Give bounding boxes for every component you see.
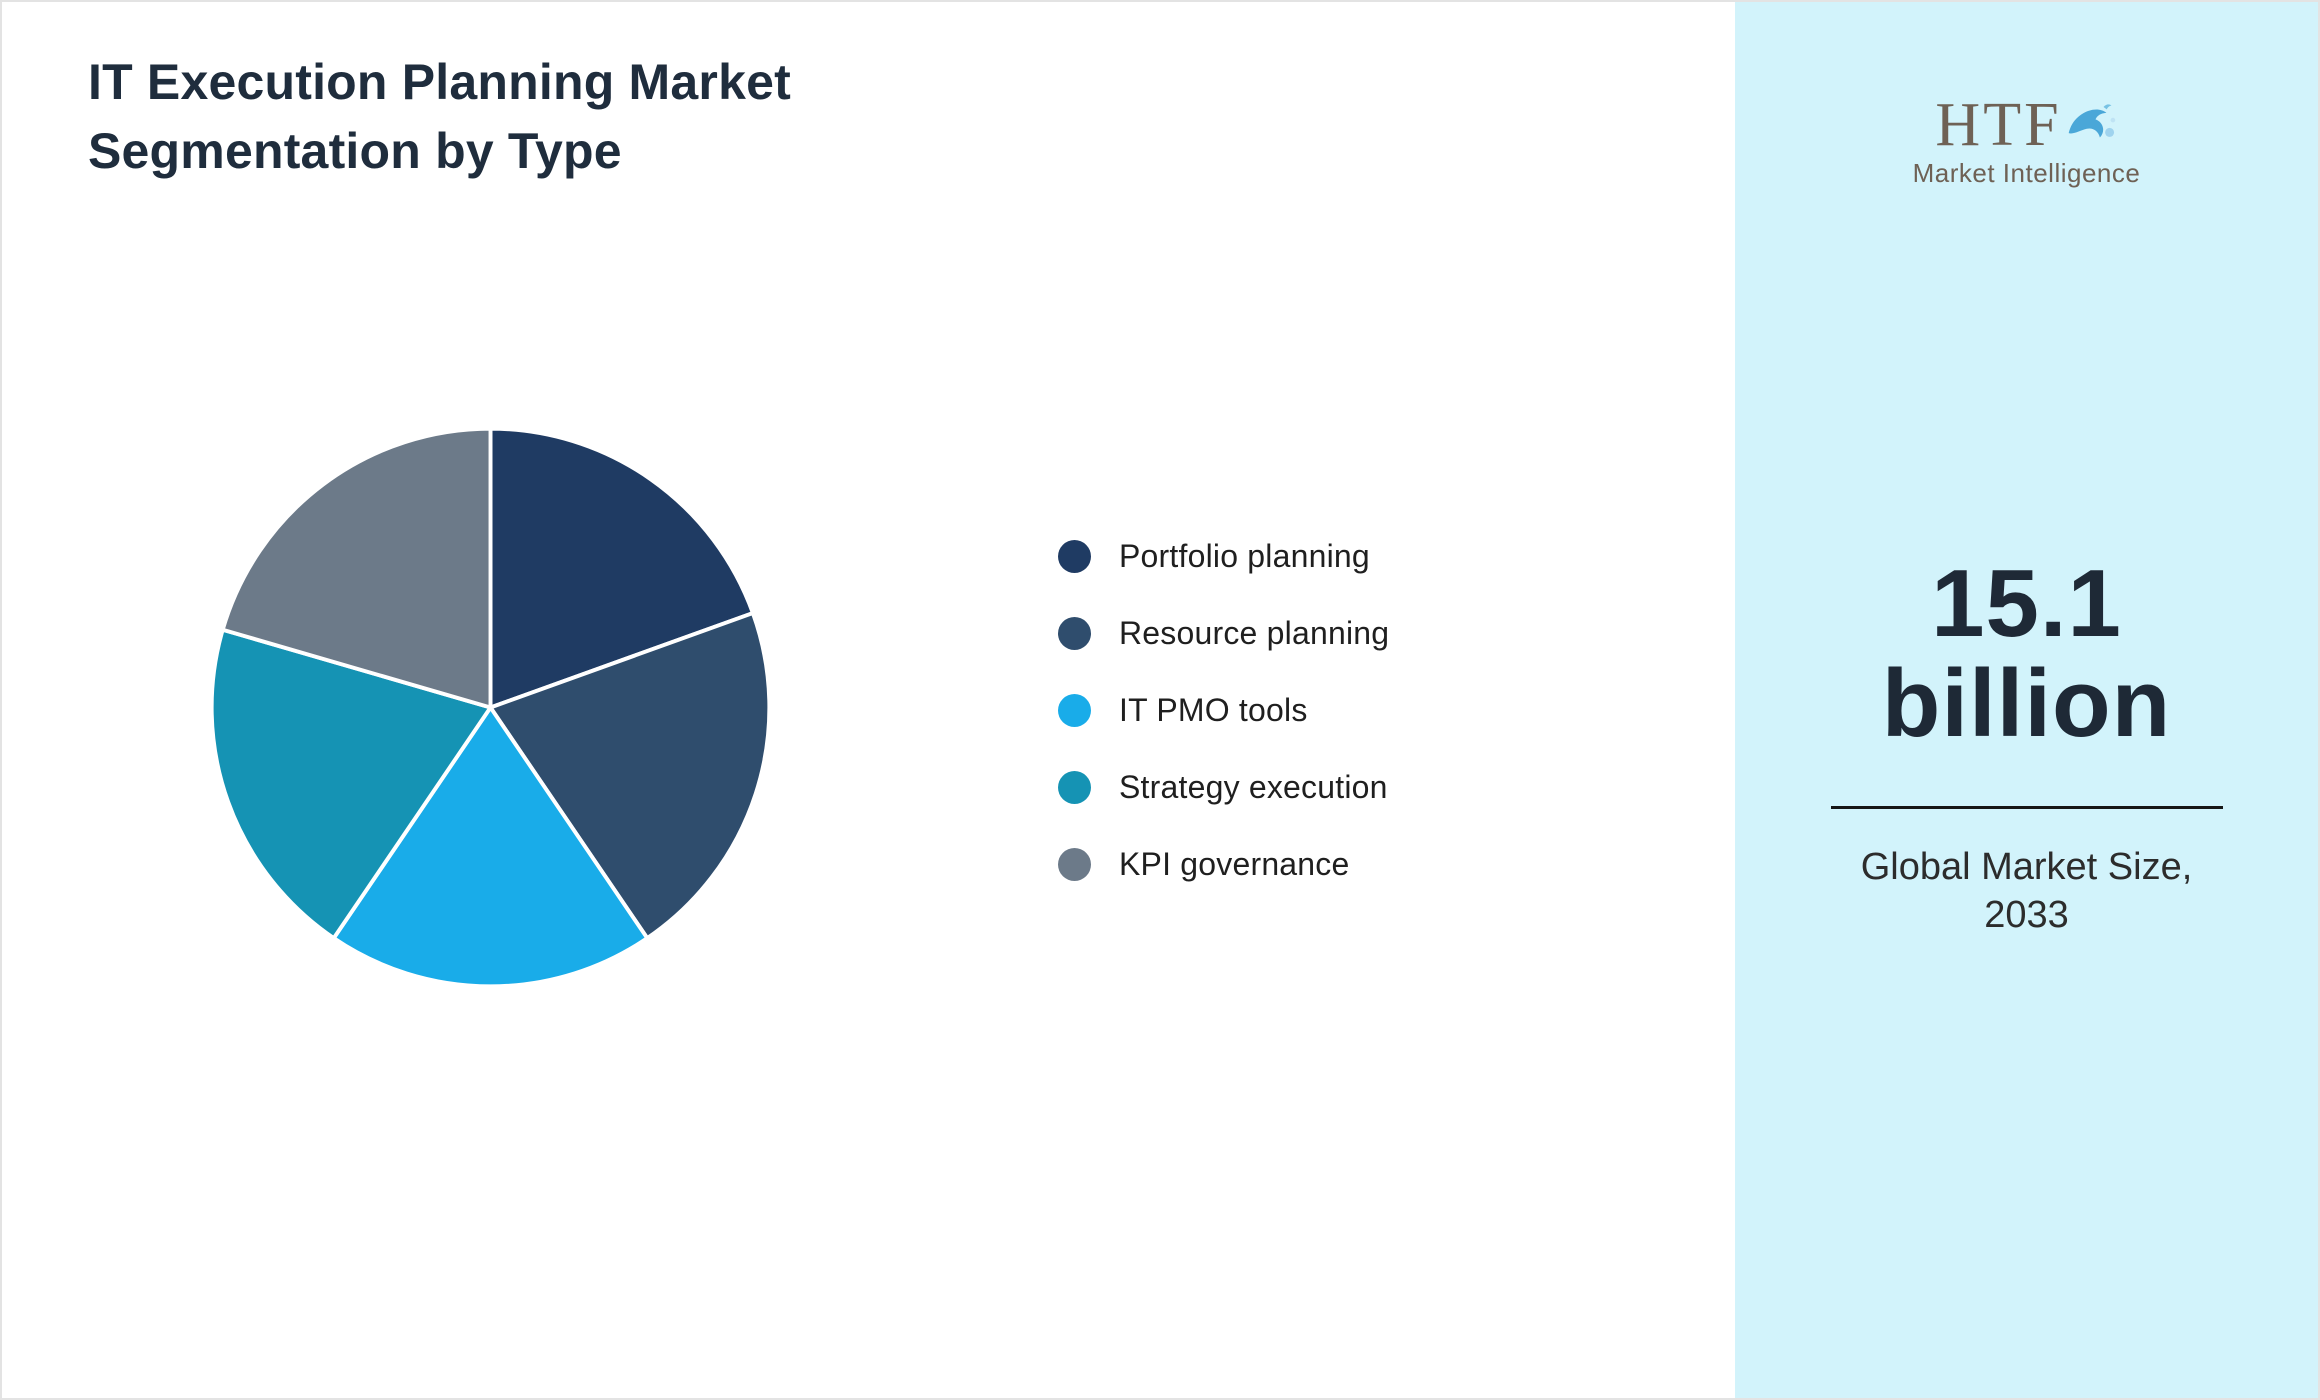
- legend-label: Strategy execution: [1119, 768, 1388, 805]
- pie-slice: [488, 611, 772, 941]
- market-size-block: 15.1 billion Global Market Size, 2033: [1735, 554, 2318, 940]
- market-size-value-line1: 15.1: [1931, 550, 2122, 657]
- pie-slice: [331, 705, 650, 989]
- htf-logo-subtext: Market Intelligence: [1912, 158, 2141, 188]
- legend-item: Resource planning: [1058, 609, 1389, 657]
- htf-logo: HTF Market Intelligence: [1735, 94, 2318, 189]
- pie-chart-svg: [209, 426, 772, 989]
- sidebar: HTF Market Intelligence 15.1 billion Glo…: [1735, 2, 2318, 1398]
- legend-label: Portfolio planning: [1119, 537, 1370, 574]
- page-title: IT Execution Planning Market Segmentatio…: [88, 54, 791, 179]
- legend-item: IT PMO tools: [1058, 686, 1389, 734]
- legend-swatch-it-pmo-tools: [1058, 693, 1091, 727]
- legend-swatch-kpi-governance: [1058, 847, 1091, 881]
- chart-panel: IT Execution Planning Market Segmentatio…: [2, 2, 1735, 1398]
- legend-label: IT PMO tools: [1119, 691, 1308, 728]
- legend-label: KPI governance: [1119, 845, 1350, 882]
- pie-slice: [488, 426, 755, 710]
- legend-swatch-strategy-execution: [1058, 770, 1091, 804]
- legend-item: KPI governance: [1058, 840, 1389, 888]
- legend-swatch-portfolio-planning: [1058, 539, 1091, 573]
- market-caption-line2: 2033: [1984, 894, 2069, 937]
- pie-slice: [209, 627, 493, 941]
- legend-swatch-resource-planning: [1058, 616, 1091, 650]
- legend-label: Resource planning: [1119, 614, 1390, 651]
- dolphin-icon: [2068, 104, 2115, 138]
- legend: Portfolio planning Resource planning IT …: [1058, 532, 1389, 888]
- market-caption-line1: Global Market Size,: [1860, 845, 2193, 888]
- pie-slice: [220, 426, 493, 710]
- pie-chart: [198, 415, 783, 1000]
- legend-item: Strategy execution: [1058, 763, 1389, 811]
- legend-item: Portfolio planning: [1058, 532, 1389, 580]
- market-size-value-line2: billion: [1881, 649, 2172, 757]
- divider: [1830, 805, 2223, 809]
- htf-logo-text: HTF: [1935, 91, 2062, 159]
- htf-logo-top: HTF: [1935, 94, 2117, 156]
